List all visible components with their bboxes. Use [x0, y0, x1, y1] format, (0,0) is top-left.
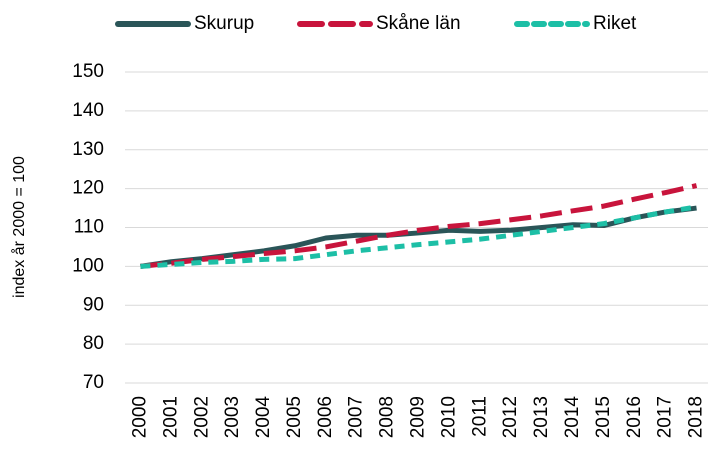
y-tick-label: 90 — [83, 294, 104, 315]
y-tick-label: 150 — [72, 61, 104, 82]
x-tick-label: 2016 — [624, 396, 645, 438]
x-tick-label: 2007 — [346, 396, 367, 438]
x-tick-label: 2002 — [191, 396, 212, 438]
x-tick-label: 2018 — [686, 396, 707, 438]
x-tick-label: 2004 — [253, 396, 274, 439]
x-tick-label: 2011 — [469, 396, 490, 437]
x-tick-label: 2017 — [655, 396, 676, 438]
x-tick-label: 2012 — [500, 396, 521, 438]
x-tick-label: 2006 — [315, 396, 336, 438]
series-line — [140, 204, 697, 269]
legend-label: Skåne län — [376, 13, 461, 34]
x-tick-label: 2005 — [284, 396, 305, 438]
y-tick-label: 130 — [72, 139, 104, 160]
x-tick-label: 2014 — [562, 396, 583, 439]
y-tick-label: 120 — [72, 178, 104, 199]
y-tick-label: 80 — [83, 333, 104, 354]
x-tick-label: 2015 — [593, 396, 614, 438]
x-tick-label: 2001 — [160, 396, 181, 438]
y-tick-label: 140 — [72, 100, 104, 121]
y-tick-label: 70 — [83, 372, 104, 393]
x-tick-label: 2010 — [438, 396, 459, 438]
x-tick-label: 2009 — [408, 396, 429, 438]
x-tick-label: 2008 — [377, 396, 398, 438]
y-tick-label: 100 — [72, 255, 104, 276]
y-axis-label: index år 2000 = 100 — [10, 156, 28, 298]
series-line — [140, 183, 698, 269]
x-tick-label: 2000 — [129, 396, 150, 438]
x-tick-label: 2003 — [222, 396, 243, 438]
y-tick-label: 110 — [74, 217, 104, 238]
legend-label: Skurup — [194, 13, 254, 34]
legend-label: Riket — [593, 13, 637, 34]
x-tick-label: 2013 — [531, 396, 552, 438]
